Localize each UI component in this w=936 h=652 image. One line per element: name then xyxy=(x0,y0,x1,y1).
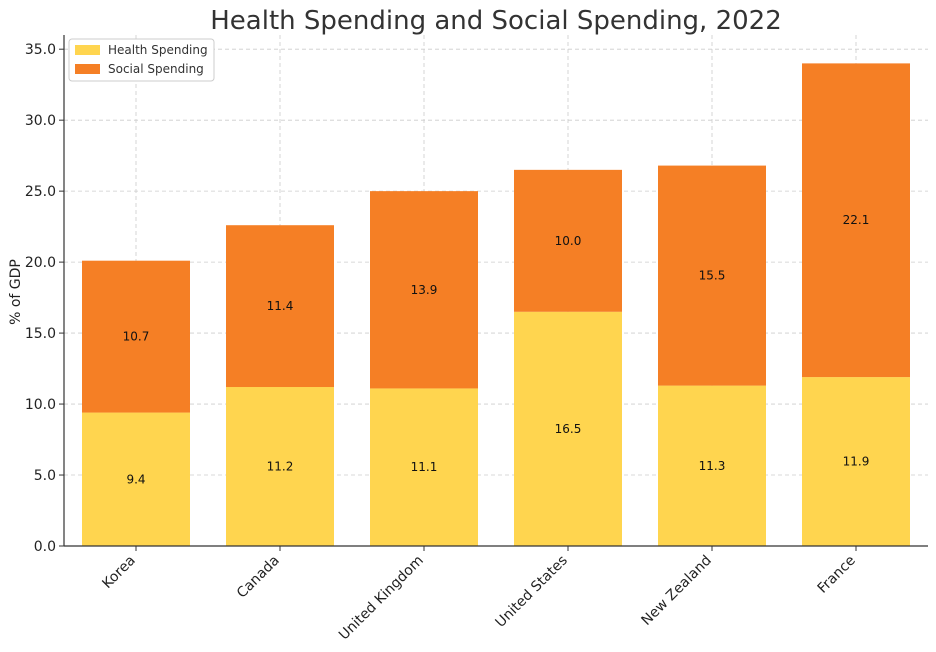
bar-health-spending xyxy=(226,387,334,546)
x-tick-label: Canada xyxy=(234,553,283,602)
x-tick-label: United States xyxy=(492,553,570,631)
y-tick-label: 25.0 xyxy=(25,184,56,200)
legend-label: Health Spending xyxy=(108,43,208,57)
data-label: 11.9 xyxy=(843,455,870,469)
y-tick-label: 5.0 xyxy=(34,468,56,484)
bar-social-spending xyxy=(370,191,478,389)
legend-swatch xyxy=(75,45,100,55)
data-labels: 9.4 10.7 11.2 11.4 11.1 13.9 16.5 10.0 11.3 15.5 1… xyxy=(123,213,870,486)
legend: Health Spending Social Spending xyxy=(68,38,215,82)
x-tick-label: France xyxy=(815,553,859,597)
data-label: 11.2 xyxy=(267,460,294,474)
y-axis-label: % of GDP xyxy=(8,259,24,325)
legend-box xyxy=(68,38,215,82)
data-label: 10.0 xyxy=(555,234,582,248)
bar-health-spending xyxy=(514,311,622,546)
bar-social-spending xyxy=(802,63,910,378)
bar-social-spending xyxy=(226,225,334,388)
data-label: 22.1 xyxy=(843,213,870,227)
data-label: 10.7 xyxy=(123,330,150,344)
legend-label: Social Spending xyxy=(108,62,204,76)
bar-health-spending xyxy=(370,388,478,546)
data-label: 15.5 xyxy=(699,269,726,283)
data-label: 16.5 xyxy=(555,422,582,436)
data-label: 11.4 xyxy=(267,299,294,313)
data-label: 9.4 xyxy=(126,472,145,486)
grid xyxy=(64,35,928,546)
legend-swatch xyxy=(75,64,100,74)
chart-title: Health Spending and Social Spending, 202… xyxy=(210,6,782,36)
y-tick-label: 10.0 xyxy=(25,397,56,413)
data-label: 11.3 xyxy=(699,459,726,473)
x-tick-label: New Zealand xyxy=(638,553,714,629)
bar-health-spending xyxy=(658,385,766,546)
y-tick-label: 30.0 xyxy=(25,113,56,129)
y-tick-label: 20.0 xyxy=(25,255,56,271)
bar-health-spending xyxy=(82,412,190,546)
y-tick-label: 35.0 xyxy=(25,42,56,58)
y-tick-label: 15.0 xyxy=(25,326,56,342)
y-tick-label: 0.0 xyxy=(34,539,56,555)
data-label: 11.1 xyxy=(411,460,438,474)
data-label: 13.9 xyxy=(411,283,438,297)
bars xyxy=(82,63,910,546)
bar-health-spending xyxy=(802,377,910,546)
x-tick-label: United Kingdom xyxy=(336,553,427,644)
x-tick-label: Korea xyxy=(99,553,138,592)
bar-social-spending xyxy=(514,169,622,312)
bar-social-spending xyxy=(82,260,190,413)
bar-social-spending xyxy=(658,165,766,386)
